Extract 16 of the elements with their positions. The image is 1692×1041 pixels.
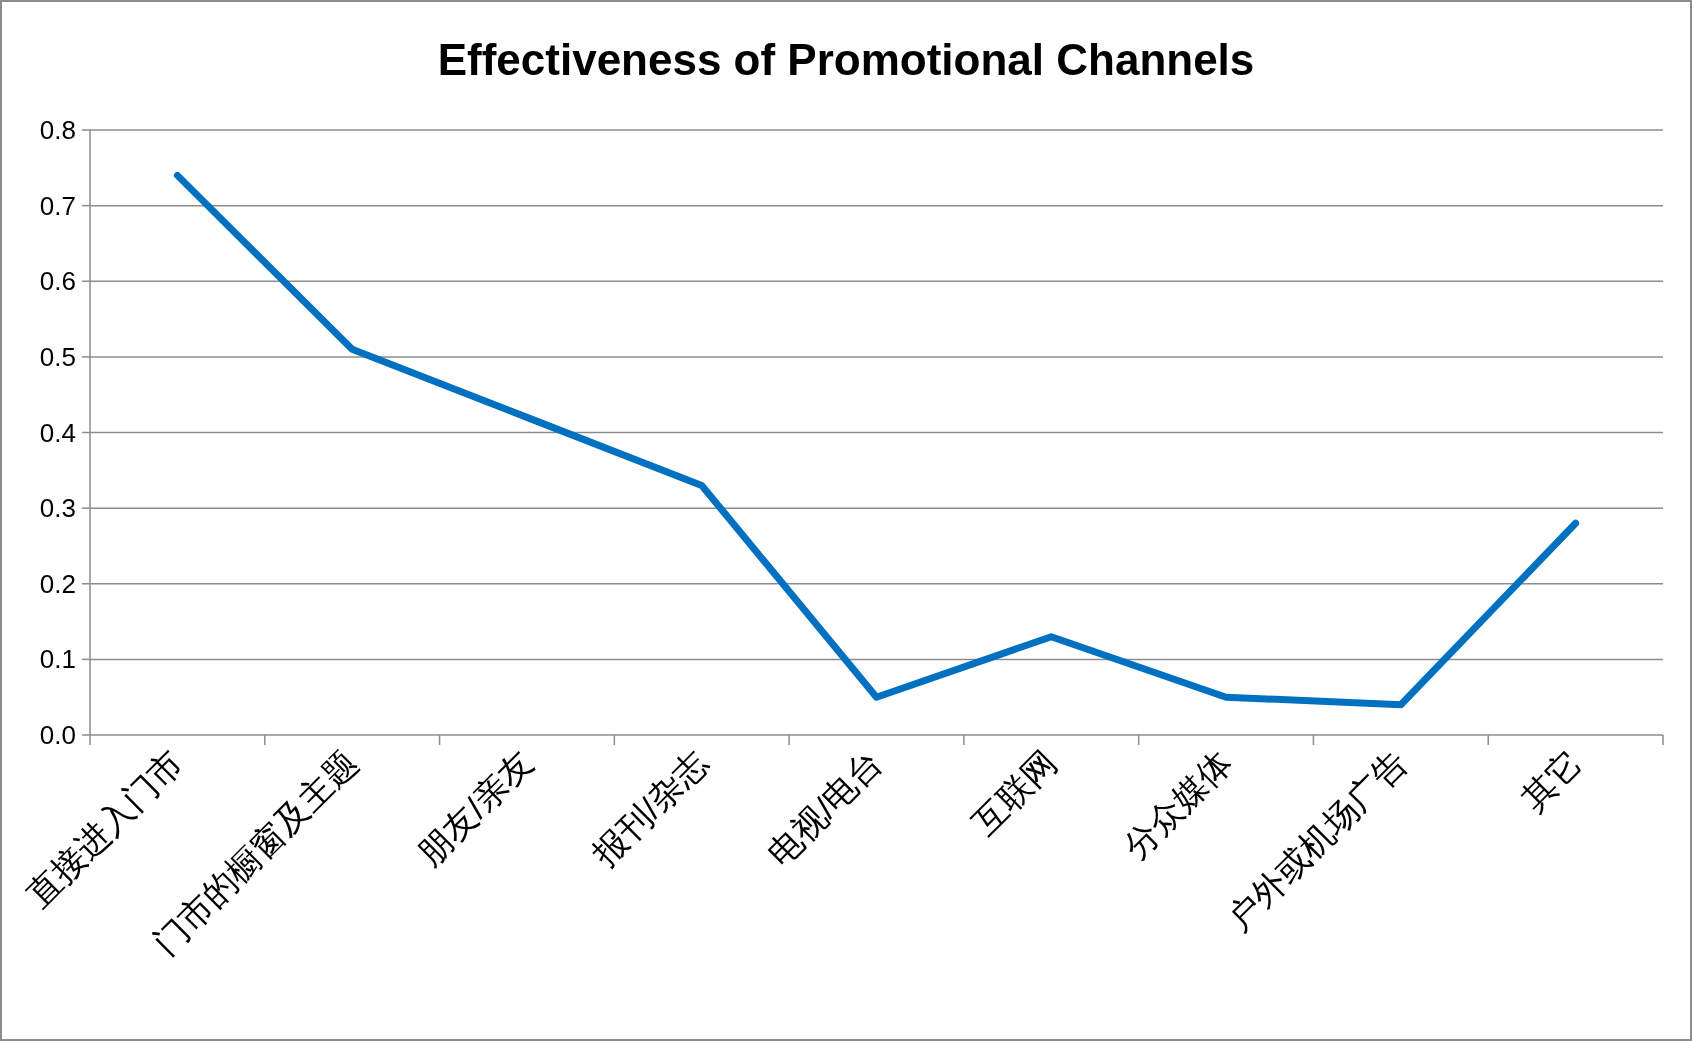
y-tick-label: 0.4	[39, 417, 76, 448]
y-tick-label: 0.7	[39, 190, 76, 221]
x-tick-label: 电视/电台	[759, 743, 890, 873]
y-tick-label: 0.0	[39, 720, 76, 750]
y-tick-label: 0.3	[39, 493, 76, 524]
x-tick-label: 其它	[1513, 743, 1589, 819]
y-tick-label: 0.6	[39, 266, 76, 297]
y-tick-label: 0.2	[39, 568, 76, 599]
x-tick-label: 报刊/杂志	[584, 743, 715, 874]
chart-title: Effectiveness of Promotional Channels	[437, 35, 1255, 84]
y-tick-label: 0.5	[39, 341, 76, 372]
x-tick-label: 朋友/亲友	[410, 743, 540, 873]
y-tick-label: 0.8	[39, 115, 76, 145]
x-tick-label: 分众媒体	[1115, 743, 1240, 867]
x-tick-label: 互联网	[965, 743, 1065, 843]
y-tick-label: 0.1	[39, 644, 76, 675]
